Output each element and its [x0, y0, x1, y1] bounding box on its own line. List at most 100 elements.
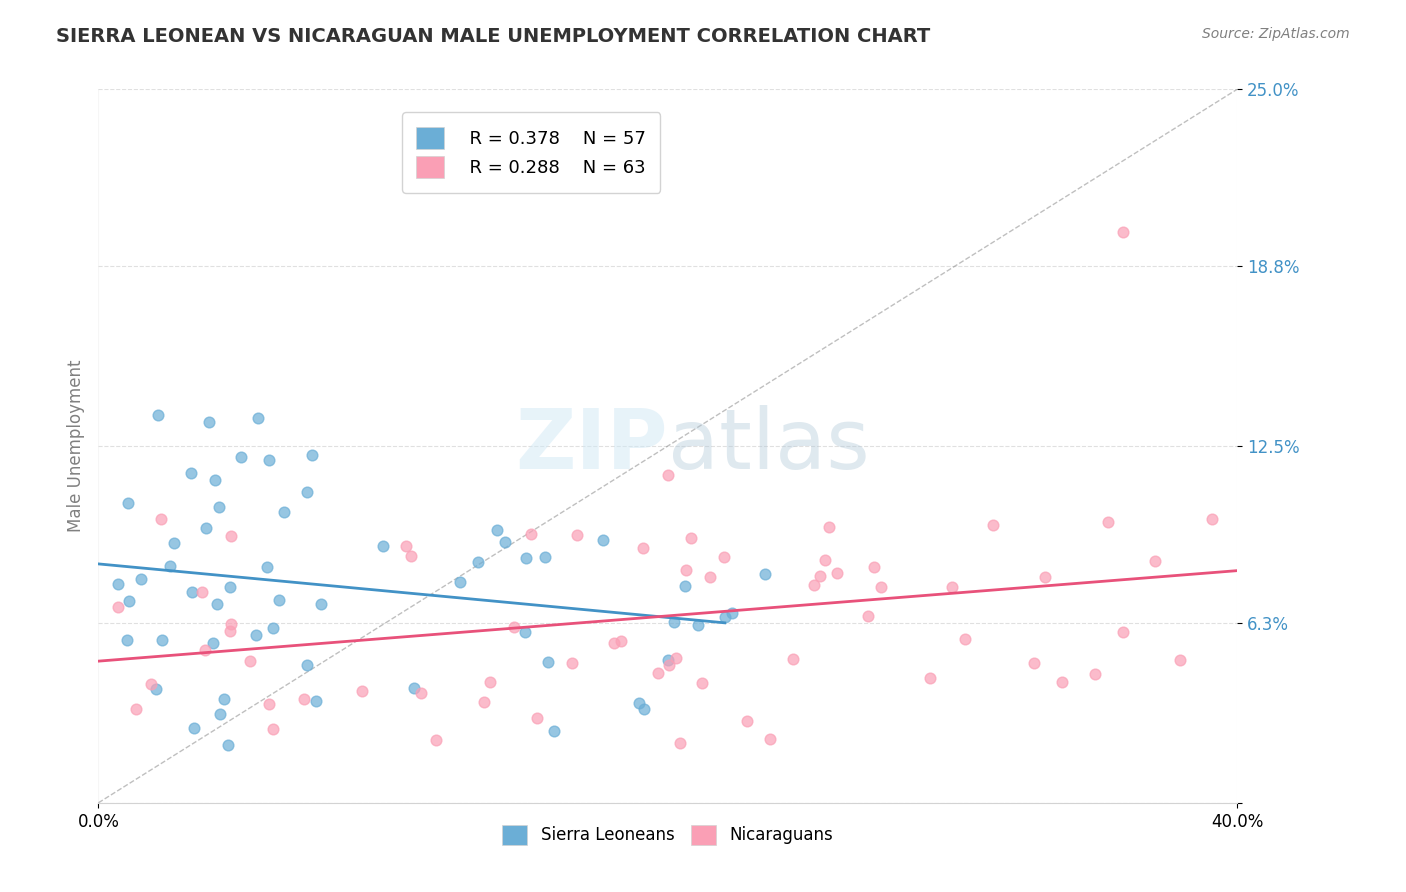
Nicaraguans: [1112, 225, 1135, 239]
Nicaraguans: [219, 529, 242, 543]
Nicaraguans: [856, 608, 879, 623]
Nicaraguans: [814, 553, 837, 567]
Sierra Leoneans: [673, 578, 696, 592]
Sierra Leoneans: [269, 592, 291, 607]
Nicaraguans: [1084, 667, 1107, 681]
Sierra Leoneans: [217, 738, 239, 752]
Nicaraguans: [1170, 653, 1192, 667]
Sierra Leoneans: [295, 658, 318, 673]
Nicaraguans: [658, 657, 681, 672]
Nicaraguans: [219, 616, 242, 631]
Nicaraguans: [713, 549, 735, 564]
Nicaraguans: [818, 519, 841, 533]
Sierra Leoneans: [150, 632, 173, 647]
Nicaraguans: [191, 585, 214, 599]
Nicaraguans: [149, 512, 172, 526]
Sierra Leoneans: [688, 618, 710, 632]
Nicaraguans: [425, 733, 447, 747]
Sierra Leoneans: [229, 450, 252, 465]
Y-axis label: Male Unemployment: Male Unemployment: [66, 359, 84, 533]
Nicaraguans: [502, 620, 524, 634]
Nicaraguans: [1144, 554, 1167, 568]
Sierra Leoneans: [714, 610, 737, 624]
Sierra Leoneans: [273, 505, 295, 519]
Nicaraguans: [808, 569, 831, 583]
Sierra Leoneans: [115, 632, 138, 647]
Text: SIERRA LEONEAN VS NICARAGUAN MALE UNEMPLOYMENT CORRELATION CHART: SIERRA LEONEAN VS NICARAGUAN MALE UNEMPL…: [56, 27, 931, 45]
Nicaraguans: [1201, 512, 1223, 526]
Sierra Leoneans: [180, 466, 202, 480]
Sierra Leoneans: [494, 535, 516, 549]
Sierra Leoneans: [208, 707, 231, 722]
Nicaraguans: [1097, 515, 1119, 529]
Sierra Leoneans: [301, 448, 323, 462]
Sierra Leoneans: [207, 597, 229, 611]
Nicaraguans: [692, 675, 714, 690]
Sierra Leoneans: [515, 551, 537, 566]
Sierra Leoneans: [633, 702, 655, 716]
Nicaraguans: [665, 651, 688, 665]
Sierra Leoneans: [208, 500, 231, 515]
Sierra Leoneans: [628, 696, 651, 710]
Nicaraguans: [239, 654, 262, 668]
Sierra Leoneans: [218, 580, 240, 594]
Sierra Leoneans: [295, 484, 318, 499]
Sierra Leoneans: [534, 550, 557, 565]
Text: Source: ZipAtlas.com: Source: ZipAtlas.com: [1202, 27, 1350, 41]
Sierra Leoneans: [107, 577, 129, 591]
Sierra Leoneans: [537, 655, 560, 669]
Sierra Leoneans: [720, 606, 742, 620]
Sierra Leoneans: [657, 653, 679, 667]
Nicaraguans: [219, 624, 242, 639]
Nicaraguans: [699, 570, 721, 584]
Sierra Leoneans: [198, 415, 221, 429]
Sierra Leoneans: [159, 559, 181, 574]
Nicaraguans: [565, 528, 588, 542]
Nicaraguans: [194, 643, 217, 657]
Sierra Leoneans: [204, 473, 226, 487]
Sierra Leoneans: [304, 694, 326, 708]
Nicaraguans: [603, 636, 626, 650]
Sierra Leoneans: [515, 624, 537, 639]
Sierra Leoneans: [486, 523, 509, 537]
Nicaraguans: [1112, 624, 1135, 639]
Sierra Leoneans: [245, 627, 267, 641]
Nicaraguans: [1033, 570, 1056, 584]
Nicaraguans: [526, 711, 548, 725]
Nicaraguans: [262, 723, 284, 737]
Sierra Leoneans: [129, 572, 152, 586]
Nicaraguans: [668, 736, 690, 750]
Nicaraguans: [472, 695, 495, 709]
Nicaraguans: [409, 685, 432, 699]
Nicaraguans: [257, 698, 280, 712]
Nicaraguans: [1024, 657, 1046, 671]
Sierra Leoneans: [246, 411, 269, 425]
Nicaraguans: [479, 675, 502, 690]
Sierra Leoneans: [311, 597, 333, 611]
Sierra Leoneans: [118, 594, 141, 608]
Nicaraguans: [679, 531, 702, 545]
Sierra Leoneans: [262, 621, 284, 635]
Sierra Leoneans: [543, 724, 565, 739]
Sierra Leoneans: [449, 575, 471, 590]
Nicaraguans: [141, 676, 163, 690]
Nicaraguans: [827, 566, 849, 581]
Nicaraguans: [863, 559, 886, 574]
Sierra Leoneans: [195, 521, 218, 535]
Nicaraguans: [657, 467, 679, 482]
Nicaraguans: [758, 731, 780, 746]
Nicaraguans: [869, 580, 891, 594]
Nicaraguans: [399, 549, 422, 563]
Nicaraguans: [395, 540, 418, 554]
Sierra Leoneans: [117, 496, 139, 510]
Nicaraguans: [941, 580, 963, 594]
Nicaraguans: [675, 563, 697, 577]
Nicaraguans: [631, 541, 654, 555]
Nicaraguans: [735, 714, 758, 729]
Text: atlas: atlas: [668, 406, 869, 486]
Nicaraguans: [782, 652, 804, 666]
Sierra Leoneans: [163, 535, 186, 549]
Nicaraguans: [292, 691, 315, 706]
Legend: Sierra Leoneans, Nicaraguans: Sierra Leoneans, Nicaraguans: [496, 818, 839, 852]
Nicaraguans: [609, 634, 631, 648]
